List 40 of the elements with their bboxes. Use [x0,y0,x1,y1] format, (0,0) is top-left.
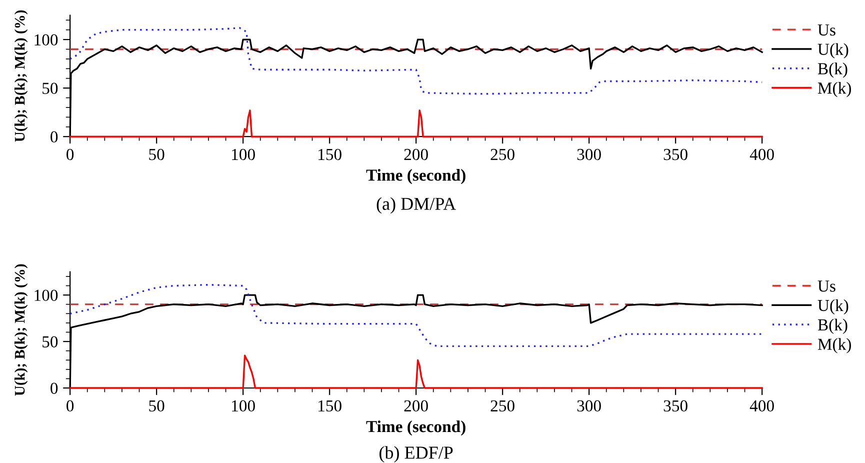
x-tick-label: 50 [149,148,164,160]
y-tick-label: 50 [42,336,58,348]
x-tick-label: 100 [232,148,255,160]
x-tick-label: 150 [318,148,342,160]
x-tick-label: 200 [404,400,428,412]
x-tick-label: 200 [404,148,428,160]
y-tick-label: 50 [42,82,58,94]
x-tick-label: 400 [750,148,774,160]
legend-label: B(k) [818,318,848,334]
x-tick-label: 150 [318,400,342,412]
x-tick-label: 300 [577,148,601,160]
x-axis-title: Time (second) [366,420,466,436]
legend-label: U(k) [818,299,848,315]
y-tick-label: 100 [34,34,58,46]
x-tick-label: 100 [232,400,255,412]
legend-label: M(k) [818,82,851,98]
legend-label: B(k) [818,62,848,78]
x-tick-label: 350 [664,400,688,412]
y-tick-label: 0 [50,131,58,143]
legend-label: M(k) [818,338,851,354]
x-tick-label: 250 [490,400,514,412]
x-tick-label: 350 [664,148,688,160]
legend-label: Us [818,280,836,292]
x-tick-label: 0 [66,400,74,412]
x-tick-label: 250 [490,148,514,160]
y-tick-label: 0 [50,382,58,394]
legend-label: U(k) [818,43,848,58]
x-tick-label: 400 [750,400,774,412]
y-axis-title: U(k); B(k); M(k) (%) [14,10,28,142]
x-tick-label: 50 [149,400,164,412]
text: (a) DM/PA [376,197,456,214]
x-tick-label: 300 [577,400,601,412]
text: (b) EDF/P [379,446,453,462]
y-tick-label: 100 [34,290,58,301]
line-series [69,27,763,95]
line-series [69,284,763,347]
x-tick-label: 0 [66,148,74,160]
y-axis-title: U(k); B(k); M(k) (%) [14,264,28,396]
x-axis-title: Time (second) [366,169,466,184]
legend-label: Us [818,24,836,36]
